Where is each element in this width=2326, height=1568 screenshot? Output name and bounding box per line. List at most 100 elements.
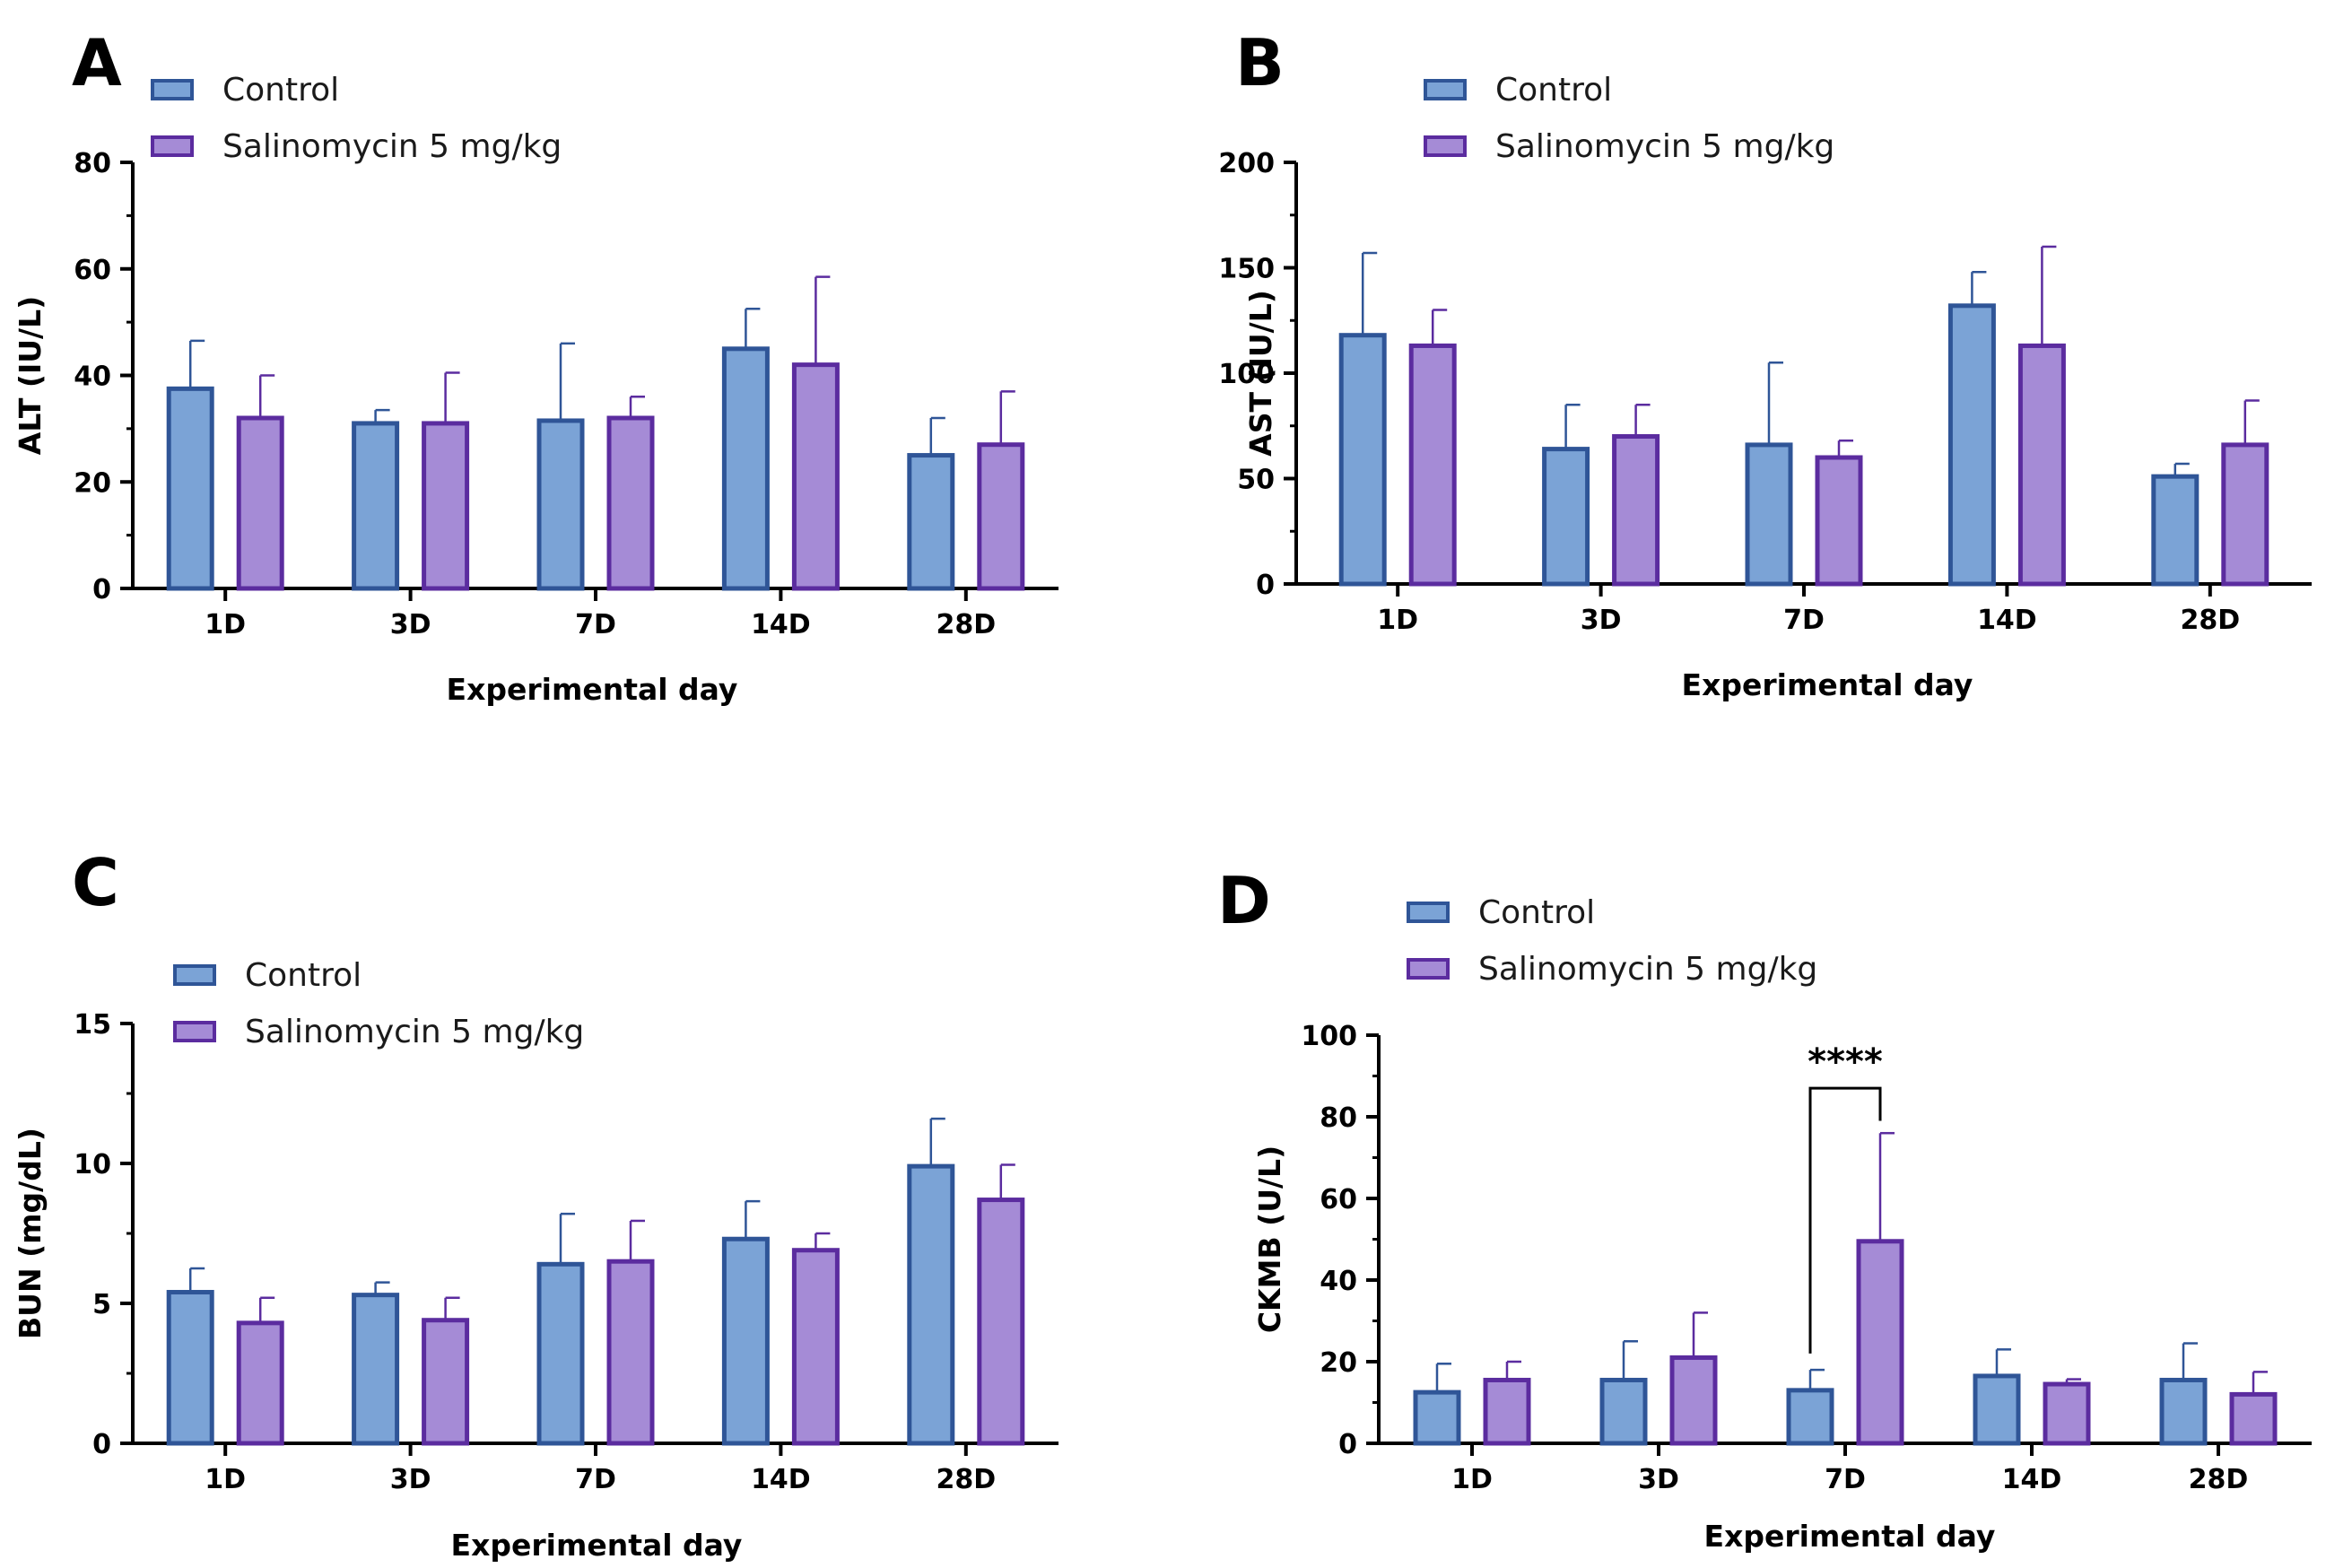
- bar-salinomycin-28d: [2229, 1391, 2278, 1446]
- panel-a: A Control Salinomycin 5 mg/kg 0 20 40 60 80 1D 3D…: [0, 0, 1163, 784]
- y-tick-label: 10: [74, 1149, 111, 1180]
- legend-label-salinomycin: Salinomycin 5 mg/kg: [1478, 951, 1817, 988]
- chart-svg: D Control Salinomycin 5 mg/kg 0 20 40 60 80 100 1…: [1217, 863, 2312, 1554]
- x-tick-label: 14D: [1977, 605, 2037, 636]
- legend-swatch-salinomycin: [173, 1021, 216, 1042]
- x-axis-title: Experimental day: [1682, 667, 1973, 702]
- bar-salinomycin-14d: [2017, 343, 2066, 587]
- x-axis-title: Experimental day: [451, 1528, 743, 1563]
- panel-letter: C: [72, 845, 119, 920]
- y-tick-label: 0: [1256, 570, 1275, 601]
- bar-control-1d: [1338, 333, 1387, 587]
- x-tick-label: 3D: [1581, 605, 1622, 636]
- bar-control-1d: [166, 386, 214, 591]
- y-tick-label: 0: [92, 1429, 111, 1460]
- legend-label-control: Control: [222, 72, 339, 109]
- y-tick-label: 50: [1237, 465, 1275, 496]
- legend-swatch-control: [1424, 79, 1467, 100]
- bar-salinomycin-7d: [606, 415, 655, 591]
- y-tick-label: 80: [74, 148, 111, 179]
- legend-label-control: Control: [245, 957, 362, 994]
- bar-salinomycin-1d: [236, 415, 284, 591]
- significance-bracket: [1808, 1086, 1882, 1354]
- legend-swatch-control: [1407, 902, 1450, 923]
- x-axis-title: Experimental day: [1704, 1519, 1996, 1554]
- bar-salinomycin-3d: [1612, 434, 1660, 587]
- x-tick-label: 7D: [1825, 1464, 1866, 1495]
- bar-salinomycin-28d: [2221, 442, 2269, 587]
- x-tick-label: 1D: [205, 1464, 246, 1495]
- bar-control-14d: [721, 346, 770, 591]
- bar-control-1d: [1413, 1389, 1461, 1446]
- y-tick-label: 15: [74, 1009, 111, 1041]
- x-tick-label: 28D: [2180, 605, 2240, 636]
- y-tick-label: 200: [1218, 148, 1275, 179]
- bar-control-28d: [907, 453, 955, 591]
- x-tick-label: 7D: [575, 609, 616, 640]
- panel-b: B Control Salinomycin 5 mg/kg 0 50 100 150 200 1…: [1163, 0, 2326, 784]
- x-tick-label: 1D: [1451, 1464, 1493, 1495]
- y-tick-label: 20: [74, 467, 111, 499]
- chart-svg: A Control Salinomycin 5 mg/kg 0 20 40 60 80 1D 3D…: [13, 25, 1058, 707]
- legend-label-salinomycin: Salinomycin 5 mg/kg: [222, 128, 562, 165]
- y-tick-label: 150: [1218, 254, 1275, 285]
- bar-control-28d: [2159, 1377, 2208, 1446]
- bar-control-3d: [1599, 1377, 1648, 1446]
- y-tick-label: 5: [92, 1289, 111, 1320]
- bar-control-7d: [536, 1261, 585, 1446]
- legend-label-control: Control: [1495, 72, 1612, 109]
- y-tick-label: 0: [1338, 1429, 1357, 1460]
- bar-control-14d: [721, 1236, 770, 1446]
- bar-salinomycin-14d: [791, 362, 840, 591]
- bar-salinomycin-1d: [1408, 343, 1457, 587]
- y-axis-title: CKMB (U/L): [1252, 1146, 1287, 1333]
- legend-label-salinomycin: Salinomycin 5 mg/kg: [1495, 128, 1834, 165]
- legend-swatch-salinomycin: [1407, 958, 1450, 980]
- x-tick-label: 3D: [390, 609, 431, 640]
- panel-letter: B: [1235, 25, 1285, 100]
- significance-label: ****: [1808, 1041, 1883, 1083]
- x-tick-label: 1D: [205, 609, 246, 640]
- legend-swatch-control: [151, 79, 194, 100]
- x-tick-label: 14D: [2002, 1464, 2062, 1495]
- x-tick-label: 1D: [1377, 605, 1418, 636]
- legend-label-control: Control: [1478, 894, 1595, 931]
- y-tick-label: 0: [92, 574, 111, 605]
- x-tick-label: 28D: [936, 609, 996, 640]
- bar-control-3d: [352, 1293, 400, 1446]
- x-tick-label: 28D: [2189, 1464, 2249, 1495]
- y-axis-title: ALT (IU/L): [13, 296, 48, 455]
- legend-swatch-salinomycin: [1424, 135, 1467, 157]
- x-tick-label: 7D: [1783, 605, 1825, 636]
- bar-control-28d: [2151, 474, 2200, 587]
- y-tick-label: 20: [1320, 1347, 1357, 1379]
- y-tick-label: 40: [1320, 1266, 1357, 1297]
- panel-d: D Control Salinomycin 5 mg/kg 0 20 40 60 80 100 1…: [1163, 784, 2326, 1568]
- bar-salinomycin-14d: [791, 1248, 840, 1446]
- bar-salinomycin-28d: [977, 442, 1025, 591]
- chart-svg: B Control Salinomycin 5 mg/kg 0 50 100 150 200 1…: [1218, 25, 2312, 702]
- bar-control-28d: [907, 1163, 955, 1446]
- bar-salinomycin-1d: [236, 1320, 284, 1446]
- bar-salinomycin-3d: [1669, 1355, 1718, 1446]
- bar-control-7d: [536, 418, 585, 591]
- y-axis-title: AST (IU/L): [1243, 290, 1278, 457]
- x-tick-label: 3D: [390, 1464, 431, 1495]
- y-tick-label: 60: [74, 255, 111, 286]
- x-tick-label: 14D: [751, 609, 811, 640]
- panel-letter: D: [1217, 863, 1271, 938]
- y-tick-label: 100: [1301, 1021, 1357, 1052]
- bar-control-7d: [1786, 1388, 1834, 1446]
- x-axis-title: Experimental day: [447, 672, 738, 707]
- bar-salinomycin-3d: [422, 1318, 470, 1446]
- bar-salinomycin-28d: [977, 1198, 1025, 1446]
- bar-salinomycin-14d: [2043, 1381, 2091, 1446]
- bar-control-3d: [1542, 447, 1590, 587]
- x-tick-label: 7D: [575, 1464, 616, 1495]
- bar-salinomycin-3d: [422, 421, 470, 591]
- y-tick-label: 60: [1320, 1184, 1357, 1215]
- legend-swatch-control: [173, 964, 216, 986]
- bar-salinomycin-7d: [1856, 1239, 1904, 1446]
- bar-salinomycin-7d: [1815, 455, 1863, 587]
- bar-control-3d: [352, 421, 400, 591]
